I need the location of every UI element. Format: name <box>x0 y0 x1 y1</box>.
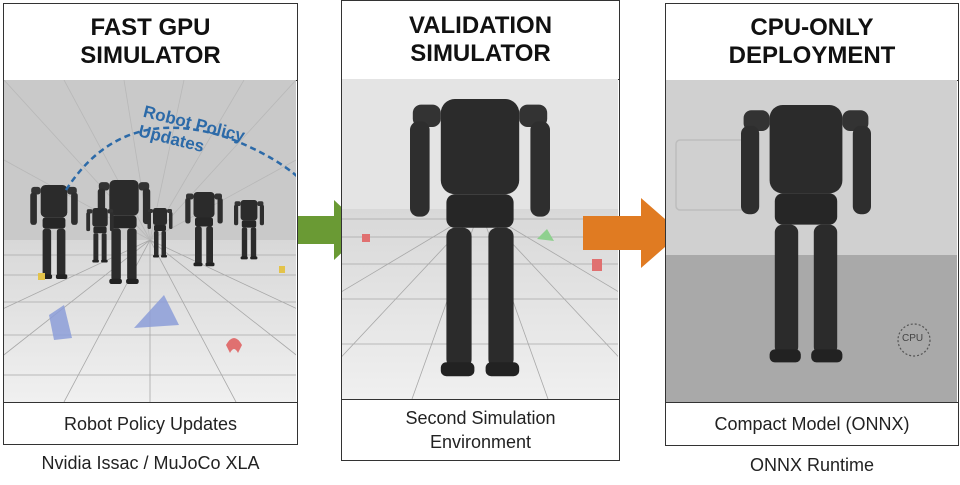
cpu-chip-label: CPU <box>902 333 924 344</box>
deployment-scene: CPU <box>666 80 958 402</box>
cpu-chip-icon <box>897 323 931 357</box>
gpu-simulator-subcaption: Nvidia Issac / MuJoCo XLA <box>41 453 260 473</box>
panel-title: VALIDATION SIMULATOR <box>342 1 619 80</box>
deployment-subcaption: ONNX Runtime <box>749 455 875 475</box>
panel-validation-simulator: VALIDATION SIMULATOR Second Simulation E… <box>341 0 620 461</box>
panel-caption: Second Simulation Environment <box>342 399 619 460</box>
panel-title: CPU-ONLY DEPLOYMENT <box>666 4 958 81</box>
panel-caption: Compact Model (ONNX) <box>666 402 958 445</box>
arrow-right-icon <box>583 198 681 268</box>
panel-caption: Robot Policy Updates <box>4 402 297 444</box>
panel-fast-gpu-simulator: FAST GPU SIMULATOR <box>3 3 298 445</box>
gpu-simulation-scene: Robot Policy Updates <box>4 80 297 402</box>
validation-simulation-scene <box>342 79 619 399</box>
panel-cpu-only-deployment: CPU-ONLY DEPLOYMENT CPU Compact Model (O… <box>665 3 959 446</box>
panel-title: FAST GPU SIMULATOR <box>4 4 297 81</box>
